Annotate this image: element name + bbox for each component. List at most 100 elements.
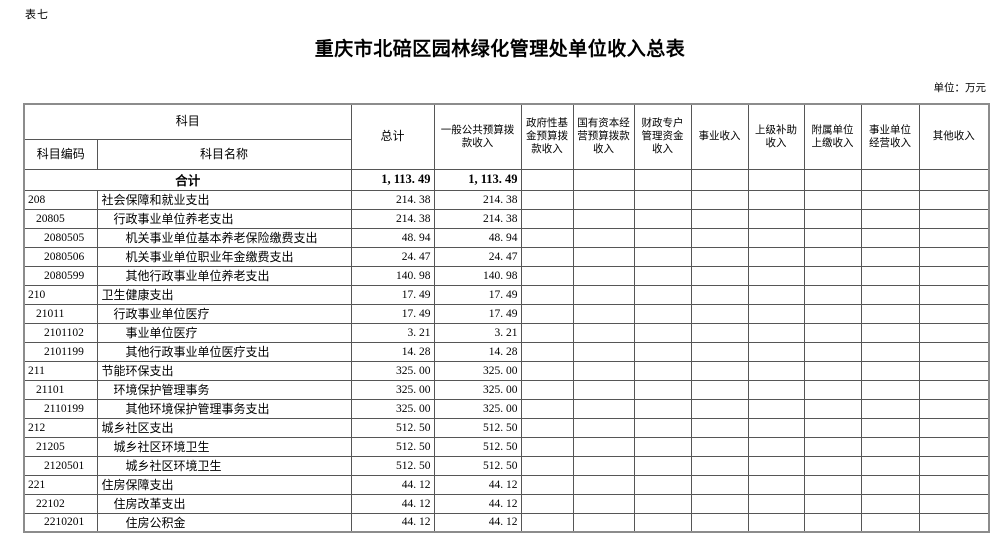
empty-value-cell <box>690 284 749 305</box>
empty-value-cell <box>520 208 574 229</box>
empty-value-cell <box>860 379 920 400</box>
total-row: 合计 1, 113. 49 1, 113. 49 <box>23 168 990 191</box>
empty-value-cell <box>860 455 920 476</box>
empty-value-cell <box>918 227 990 248</box>
empty-value-cell <box>803 455 862 476</box>
header-subordinate-remittance: 附属单位上缴收入 <box>803 103 862 170</box>
empty-value-cell <box>572 284 635 305</box>
empty-value-cell <box>633 341 692 362</box>
header-operational-income: 事业收入 <box>690 103 749 170</box>
subject-code-cell: 2080506 <box>23 246 98 267</box>
empty-value-cell <box>803 493 862 514</box>
header-fiscal-account-funds: 财政专户管理资金收入 <box>633 103 692 170</box>
empty-value-cell <box>860 168 920 191</box>
empty-value-cell <box>633 493 692 514</box>
empty-value-cell <box>860 189 920 210</box>
empty-value-cell <box>633 360 692 381</box>
empty-value-cell <box>633 455 692 476</box>
total-value-cell: 214. 38 <box>350 189 435 210</box>
empty-value-cell <box>747 455 805 476</box>
empty-value-cell <box>520 474 574 495</box>
subject-name-cell: 住房改革支出 <box>96 493 352 514</box>
general-budget-value-cell: 44. 12 <box>433 493 522 514</box>
empty-value-cell <box>747 398 805 419</box>
empty-value-cell <box>803 284 862 305</box>
total-value-cell: 325. 00 <box>350 398 435 419</box>
empty-value-cell <box>918 474 990 495</box>
empty-value-cell <box>918 341 990 362</box>
total-value-cell: 325. 00 <box>350 360 435 381</box>
table-row: 221 住房保障支出 44. 12 44. 12 <box>23 474 990 495</box>
empty-value-cell <box>633 379 692 400</box>
empty-value-cell <box>520 512 574 533</box>
empty-value-cell <box>690 512 749 533</box>
empty-value-cell <box>747 322 805 343</box>
empty-value-cell <box>572 265 635 286</box>
table-row: 21101 环境保护管理事务 325. 00 325. 00 <box>23 379 990 400</box>
header-subject-name: 科目名称 <box>96 138 352 170</box>
empty-value-cell <box>520 265 574 286</box>
header-state-capital-budget: 国有资本经营预算拨款收入 <box>572 103 635 170</box>
subject-code-cell: 2080505 <box>23 227 98 248</box>
empty-value-cell <box>860 208 920 229</box>
empty-value-cell <box>803 303 862 324</box>
total-value-cell: 44. 12 <box>350 474 435 495</box>
total-value-cell: 44. 12 <box>350 512 435 533</box>
table-row: 2080599 其他行政事业单位养老支出 140. 98 140. 98 <box>23 265 990 286</box>
empty-value-cell <box>860 322 920 343</box>
total-value-cell: 214. 38 <box>350 208 435 229</box>
empty-value-cell <box>918 512 990 533</box>
general-budget-value-cell: 3. 21 <box>433 322 522 343</box>
empty-value-cell <box>690 436 749 457</box>
empty-value-cell <box>860 493 920 514</box>
subject-name-cell: 其他行政事业单位医疗支出 <box>96 341 352 362</box>
empty-value-cell <box>918 189 990 210</box>
empty-value-cell <box>918 398 990 419</box>
table-body: 合计 1, 113. 49 1, 113. 49 208 社会保障和就业支出 214… <box>23 168 990 533</box>
total-row-label: 合计 <box>23 168 352 191</box>
subject-code-cell: 2101199 <box>23 341 98 362</box>
general-budget-value-cell: 214. 38 <box>433 189 522 210</box>
empty-value-cell <box>520 360 574 381</box>
empty-value-cell <box>572 417 635 438</box>
empty-value-cell <box>690 322 749 343</box>
empty-value-cell <box>633 436 692 457</box>
empty-value-cell <box>860 303 920 324</box>
empty-value-cell <box>747 417 805 438</box>
subject-code-cell: 210 <box>23 284 98 305</box>
empty-value-cell <box>918 360 990 381</box>
empty-value-cell <box>860 360 920 381</box>
total-value-cell: 24. 47 <box>350 246 435 267</box>
total-value-cell: 17. 49 <box>350 284 435 305</box>
empty-value-cell <box>747 341 805 362</box>
empty-value-cell <box>520 284 574 305</box>
empty-value-cell <box>520 246 574 267</box>
empty-value-cell <box>572 455 635 476</box>
empty-value-cell <box>803 341 862 362</box>
subject-name-cell: 城乡社区环境卫生 <box>96 436 352 457</box>
table-row: 2101102 事业单位医疗 3. 21 3. 21 <box>23 322 990 343</box>
total-row-total-value: 1, 113. 49 <box>350 168 435 191</box>
empty-value-cell <box>747 436 805 457</box>
empty-value-cell <box>690 168 749 191</box>
general-budget-value-cell: 214. 38 <box>433 208 522 229</box>
empty-value-cell <box>572 208 635 229</box>
empty-value-cell <box>572 227 635 248</box>
general-budget-value-cell: 325. 00 <box>433 379 522 400</box>
table-row: 2210201 住房公积金 44. 12 44. 12 <box>23 512 990 533</box>
subject-name-cell: 环境保护管理事务 <box>96 379 352 400</box>
empty-value-cell <box>690 265 749 286</box>
header-general-budget: 一般公共预算拨款收入 <box>433 103 522 170</box>
table-row: 210 卫生健康支出 17. 49 17. 49 <box>23 284 990 305</box>
total-value-cell: 14. 28 <box>350 341 435 362</box>
empty-value-cell <box>860 512 920 533</box>
empty-value-cell <box>860 341 920 362</box>
empty-value-cell <box>633 284 692 305</box>
empty-value-cell <box>803 322 862 343</box>
table-row: 2120501 城乡社区环境卫生 512. 50 512. 50 <box>23 455 990 476</box>
general-budget-value-cell: 17. 49 <box>433 303 522 324</box>
empty-value-cell <box>572 303 635 324</box>
subject-code-cell: 2210201 <box>23 512 98 533</box>
table-row: 2101199 其他行政事业单位医疗支出 14. 28 14. 28 <box>23 341 990 362</box>
total-row-general-budget-value: 1, 113. 49 <box>433 168 522 191</box>
